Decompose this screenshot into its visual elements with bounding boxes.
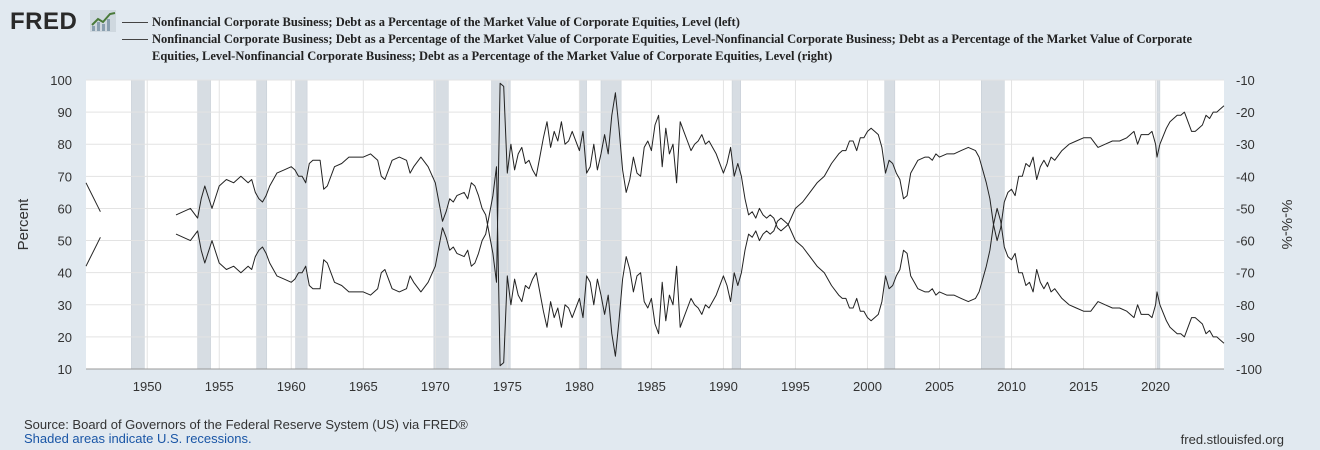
y-right-tick-label: -40 (1236, 169, 1255, 184)
y-right-tick-label: -20 (1236, 105, 1255, 120)
recession-note: Shaded areas indicate U.S. recessions. (24, 431, 252, 446)
x-tick-label: 1995 (781, 379, 810, 394)
x-tick-label: 1955 (205, 379, 234, 394)
recession-band (197, 79, 211, 370)
footer-source: Source: Board of Governors of the Federa… (24, 418, 468, 446)
x-tick-label: 1990 (709, 379, 738, 394)
y-left-tick-label: 70 (58, 169, 72, 184)
legend-label-right: Nonfinancial Corporate Business; Debt as… (152, 32, 1193, 63)
series-line-right (175, 82, 1225, 283)
recession-band (579, 79, 587, 370)
y-right-tick-label: -30 (1236, 137, 1255, 152)
recession-band (256, 79, 268, 370)
series-line-left (175, 166, 1225, 367)
x-tick-label: 1965 (349, 379, 378, 394)
x-tick-label: 2005 (925, 379, 954, 394)
recession-band (731, 79, 741, 370)
series-line-right (85, 182, 101, 212)
x-tick-label: 2020 (1141, 379, 1170, 394)
x-tick-label: 1960 (277, 379, 306, 394)
legend-label-left: Nonfinancial Corporate Business; Debt as… (152, 15, 740, 29)
legend-item-right: Nonfinancial Corporate Business; Debt as… (122, 31, 1212, 65)
y-left-tick-label: 30 (58, 298, 72, 313)
recession-band (433, 79, 449, 370)
axes: 10 20 30 40 50 60 70 80 90 100 -10 -20 -30 -40 -50 -60 -… (50, 73, 1262, 394)
fred-chart-icon (90, 10, 116, 32)
x-tick-label: 1975 (493, 379, 522, 394)
y-right-tick-label: -60 (1236, 234, 1255, 249)
y-left-tick-label: 20 (58, 330, 72, 345)
x-tick-label: 1970 (421, 379, 450, 394)
recession-band (131, 79, 145, 370)
y-right-tick-label: -100 (1236, 362, 1262, 377)
y-right-tick-label: -10 (1236, 73, 1255, 88)
series-lines (85, 82, 1225, 367)
chart-legend: Nonfinancial Corporate Business; Debt as… (122, 14, 1212, 65)
series-line-left (85, 237, 101, 267)
source-text: Source: Board of Governors of the Federa… (24, 417, 468, 432)
y-right-tick-label: -70 (1236, 266, 1255, 281)
y-left-tick-label: 60 (58, 201, 72, 216)
y-axis-left-label: Percent (15, 198, 32, 251)
line-chart: 10 20 30 40 50 60 70 80 90 100 -10 -20 -30 -40 -50 -60 -… (15, 73, 1295, 394)
x-tick-label: 2010 (997, 379, 1026, 394)
x-tick-label: 2015 (1069, 379, 1098, 394)
x-tick-label: 1980 (565, 379, 594, 394)
y-left-tick-label: 80 (58, 137, 72, 152)
y-left-tick-label: 10 (58, 362, 72, 377)
y-left-tick-label: 50 (58, 234, 72, 249)
legend-item-left: Nonfinancial Corporate Business; Debt as… (122, 14, 1212, 31)
y-left-tick-label: 90 (58, 105, 72, 120)
y-right-tick-label: -90 (1236, 330, 1255, 345)
recession-band (1156, 79, 1161, 370)
x-tick-label: 1985 (637, 379, 666, 394)
recession-band (884, 79, 896, 370)
x-tick-label: 2000 (853, 379, 882, 394)
recession-band (295, 79, 308, 370)
footer-site-link[interactable]: fred.stlouisfed.org (1180, 432, 1284, 447)
y-left-tick-label: 100 (50, 73, 72, 88)
legend-swatch-right (122, 39, 148, 40)
legend-swatch-left (122, 22, 148, 23)
fred-logo[interactable]: FRED (10, 8, 78, 35)
y-right-tick-label: -50 (1236, 201, 1255, 216)
y-axis-right-label: %-%-% (1278, 199, 1295, 249)
y-right-tick-label: -80 (1236, 298, 1255, 313)
x-tick-label: 1950 (133, 379, 162, 394)
y-left-tick-label: 40 (58, 266, 72, 281)
